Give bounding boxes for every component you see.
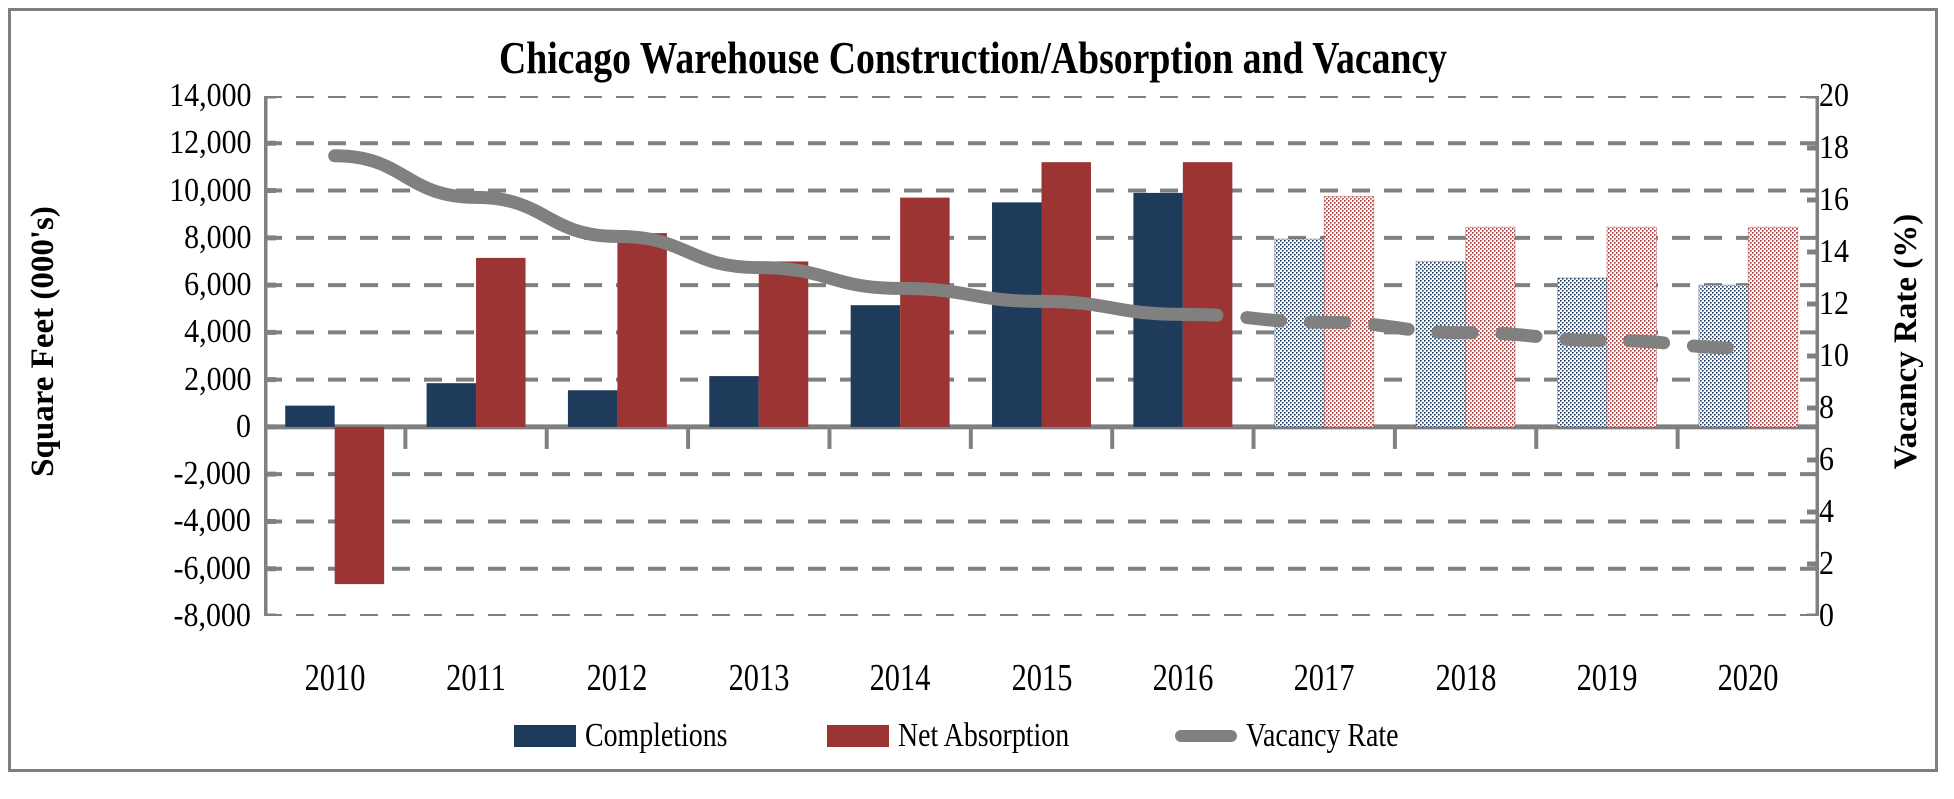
y-axis-right-tick-label: 6 bbox=[1819, 441, 1834, 478]
y-axis-left-tick-label: 12,000 bbox=[168, 124, 251, 162]
y-axis-left-tick-label: 10,000 bbox=[168, 171, 251, 209]
y-axis-left-tick-label: 14,000 bbox=[168, 77, 251, 114]
bar-completions-2017[interactable] bbox=[1274, 238, 1325, 428]
y-axis-left-tick-label: -2,000 bbox=[173, 455, 251, 493]
bar-completions-2014[interactable] bbox=[850, 305, 901, 427]
bar-completions-2013[interactable] bbox=[709, 376, 759, 427]
y-axis-left-tick-label: 4,000 bbox=[183, 313, 251, 351]
legend-label: Vacancy Rate bbox=[1245, 717, 1399, 754]
x-axis-tick-label: 2018 bbox=[1435, 657, 1496, 699]
x-axis-tick-label: 2015 bbox=[1011, 657, 1072, 699]
legend-item-completions[interactable]: Completions bbox=[514, 717, 759, 755]
chart-legend: Completions Net Absorption Vacancy Rate bbox=[11, 717, 1935, 755]
y-axis-left-tick-label: -8,000 bbox=[173, 597, 251, 634]
chart-svg bbox=[250, 93, 1833, 619]
bar-completions-2012[interactable] bbox=[567, 390, 618, 427]
bar-net_absorption-2014[interactable] bbox=[900, 197, 950, 427]
bar-net_absorption-2012[interactable] bbox=[617, 233, 667, 427]
y-axis-right-tick-label: 20 bbox=[1819, 77, 1849, 114]
x-axis-tick-label: 2013 bbox=[728, 657, 790, 699]
bar-completions-2019[interactable] bbox=[1556, 277, 1608, 428]
y-axis-right-tick-label: 16 bbox=[1819, 181, 1849, 218]
x-axis-tick-label: 2014 bbox=[869, 657, 931, 699]
x-axis-tick-label: 2016 bbox=[1152, 657, 1214, 699]
legend-swatch-square-icon bbox=[827, 725, 890, 747]
legend-item-net-absorption[interactable]: Net Absorption bbox=[827, 717, 1107, 755]
y-axis-left-label-text: Square Feet (000's) bbox=[24, 205, 61, 477]
legend-label: Completions bbox=[585, 717, 728, 754]
x-axis-tick-label: 2020 bbox=[1717, 657, 1779, 699]
y-axis-right-tick-label: 14 bbox=[1819, 233, 1849, 270]
bar-completions-2010[interactable] bbox=[285, 405, 335, 427]
bar-net_absorption-2016[interactable] bbox=[1182, 162, 1233, 427]
vacancy-rate-line-actual bbox=[328, 149, 1190, 321]
bar-completions-2020[interactable] bbox=[1698, 284, 1749, 428]
x-axis-tick-label: 2010 bbox=[304, 657, 366, 699]
bar-net_absorption-2019[interactable] bbox=[1606, 226, 1657, 428]
y-axis-left-tick-label: -6,000 bbox=[173, 549, 251, 587]
bar-net_absorption-2017[interactable] bbox=[1323, 195, 1375, 428]
y-axis-left-label: Square Feet (000's) bbox=[13, 111, 73, 571]
bar-completions-2018[interactable] bbox=[1415, 260, 1467, 428]
y-axis-left-tick-label: 8,000 bbox=[183, 218, 251, 256]
x-axis-tick-label: 2017 bbox=[1293, 657, 1355, 699]
plot-area bbox=[250, 93, 1833, 619]
y-axis-right-tick-label: 10 bbox=[1819, 337, 1849, 374]
bar-completions-2015[interactable] bbox=[992, 202, 1042, 427]
bar-net_absorption-2013[interactable] bbox=[758, 261, 809, 427]
x-axis-tick-label: 2019 bbox=[1576, 657, 1638, 699]
y-axis-left-tick-label: 2,000 bbox=[183, 360, 251, 398]
x-axis-tick-label: 2011 bbox=[446, 657, 506, 699]
y-axis-right-tick-label: 18 bbox=[1819, 129, 1849, 166]
bar-net_absorption-2020[interactable] bbox=[1747, 226, 1799, 428]
y-axis-right-tick-label: 2 bbox=[1819, 545, 1834, 582]
y-axis-right-tick-label: 8 bbox=[1819, 389, 1834, 426]
y-axis-right-ticks: 20 18 16 14 12 10 8 6 4 2 0 bbox=[1819, 11, 1899, 799]
x-axis-tick-label: 2012 bbox=[587, 657, 648, 699]
bar-completions-2011[interactable] bbox=[426, 383, 477, 427]
bar-net_absorption-2015[interactable] bbox=[1041, 162, 1091, 427]
y-axis-right-tick-label: 4 bbox=[1819, 493, 1834, 530]
y-axis-left-tick-label: -4,000 bbox=[173, 502, 251, 540]
legend-swatch-line-icon bbox=[1174, 730, 1237, 742]
y-axis-left-ticks: 14,000 12,000 10,000 8,000 6,000 4,000 2,000 0 -… bbox=[71, 11, 251, 799]
y-axis-left-tick-label: 0 bbox=[236, 407, 251, 445]
y-axis-right-tick-label: 0 bbox=[1819, 597, 1834, 634]
y-axis-left-tick-label: 6,000 bbox=[183, 266, 251, 304]
chart-title: Chicago Warehouse Construction/Absorptio… bbox=[498, 32, 1448, 83]
bar-net_absorption-2010[interactable] bbox=[334, 426, 385, 585]
legend-item-vacancy-rate[interactable]: Vacancy Rate bbox=[1174, 717, 1432, 755]
y-axis-right-tick-label: 12 bbox=[1819, 285, 1849, 322]
bar-net_absorption-2011[interactable] bbox=[476, 257, 526, 427]
chart-frame: Chicago Warehouse Construction/Absorptio… bbox=[8, 8, 1938, 772]
legend-label: Net Absorption bbox=[898, 717, 1070, 754]
vacancy-rate-line-forecast bbox=[1176, 307, 1755, 355]
legend-swatch-square-icon bbox=[514, 725, 577, 747]
